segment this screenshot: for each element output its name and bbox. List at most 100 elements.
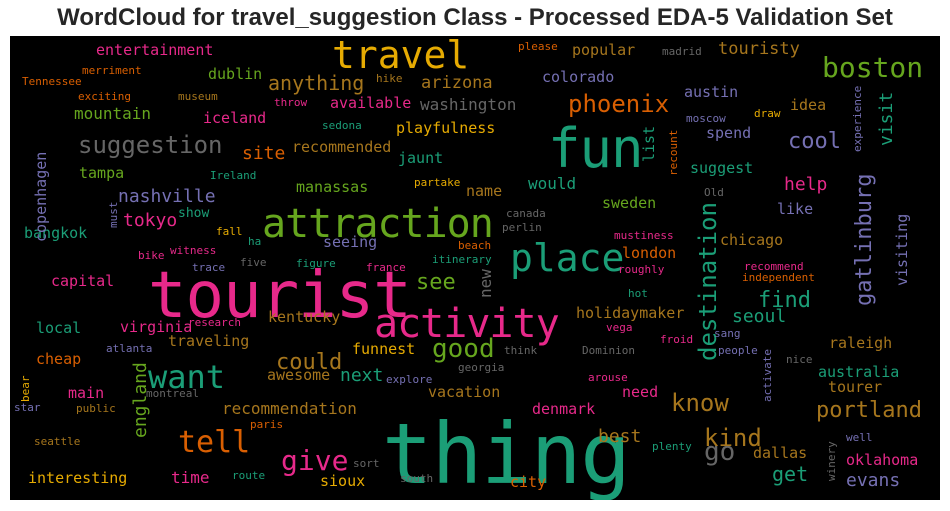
word-tourer: tourer (828, 378, 883, 396)
word-witness: witness (170, 244, 217, 257)
word-hike: hike (376, 72, 403, 85)
word-main: main (68, 384, 105, 402)
word-traveling: traveling (168, 332, 250, 350)
word-need: need (622, 383, 659, 401)
word-beach: beach (458, 239, 492, 252)
word-popular: popular (572, 41, 636, 59)
word-nashville: nashville (118, 186, 216, 207)
word-mountain: mountain (74, 104, 152, 123)
word-research: research (188, 316, 241, 329)
word-england: england (130, 362, 151, 438)
word-london: london (622, 244, 677, 262)
word-nice: nice (786, 353, 813, 366)
word-star: star (14, 401, 41, 414)
word-fall: fall (216, 225, 243, 238)
word-washington: washington (420, 95, 517, 114)
word-moscow: moscow (686, 112, 726, 125)
word-would: would (528, 174, 577, 193)
word-austin: austin (684, 83, 739, 101)
word-throw: throw (274, 96, 308, 109)
word-manassas: manassas (296, 178, 369, 196)
word-tampa: tampa (79, 164, 125, 182)
word-thing: thing (382, 405, 631, 500)
word-think: think (504, 344, 538, 357)
word-virginia: virginia (120, 318, 193, 336)
word-trace: trace (192, 261, 226, 274)
word-seattle: seattle (34, 435, 81, 448)
word-kentucky: kentucky (268, 308, 341, 326)
word-please: please (518, 40, 558, 53)
word-experience: experience (851, 85, 864, 152)
word-bangkok: bangkok (24, 224, 88, 242)
word-holidaymaker: holidaymaker (576, 304, 685, 322)
word-dallas: dallas (753, 444, 808, 462)
word-awesome: awesome (267, 366, 331, 384)
word-hot: hot (628, 287, 648, 300)
word-draw: draw (754, 107, 781, 120)
word-recommended: recommended (292, 138, 392, 156)
word-boston: boston (822, 51, 924, 84)
word-like: like (777, 200, 814, 218)
word-arizona: arizona (421, 73, 493, 93)
word-tourist: tourist (148, 259, 412, 333)
word-copenhagen: copenhagen (32, 151, 50, 242)
word-must: must (107, 201, 120, 229)
word-tennessee: Tennessee (22, 75, 82, 88)
word-available: available (330, 94, 412, 112)
word-sort: sort (353, 457, 380, 470)
word-could: could (276, 350, 343, 375)
word-well: well (846, 431, 873, 444)
word-new: new (476, 269, 495, 298)
word-funnest: funnest (352, 340, 416, 358)
word-want: want (148, 358, 226, 396)
word-portland: portland (816, 398, 922, 423)
word-plenty: plenty (652, 440, 692, 453)
word-next: next (340, 365, 384, 386)
word-australia: australia (818, 363, 900, 381)
word-gatlinburg: gatlinburg (852, 173, 877, 306)
word-tell: tell (178, 425, 251, 460)
word-capital: capital (51, 272, 115, 290)
word-public: public (76, 402, 116, 415)
word-place: place (510, 236, 625, 280)
word-seoul: seoul (732, 306, 787, 327)
word-sweden: sweden (602, 194, 657, 212)
word-cheap: cheap (36, 350, 82, 368)
word-cloud-panel: thing tourist attraction fun activity place tr… (10, 36, 940, 500)
word-dublin: dublin (208, 65, 263, 83)
word-travel: travel (332, 36, 470, 77)
word-dominion: Dominion (582, 344, 635, 357)
word-jaunt: jaunt (398, 149, 444, 167)
word-list: list (640, 125, 658, 162)
word-name: name (466, 182, 503, 200)
word-madrid: madrid (662, 45, 702, 58)
word-five: five (240, 256, 267, 269)
word-local: local (36, 319, 82, 337)
word-time: time (171, 468, 210, 487)
word-south: south (400, 472, 434, 485)
word-vega: vega (606, 321, 633, 334)
word-figure: figure (296, 257, 336, 270)
word-sioux: sioux (320, 472, 366, 490)
word-mustiness: mustiness (614, 229, 674, 242)
word-go: go (704, 437, 736, 467)
word-iceland: iceland (203, 109, 267, 127)
word-explore: explore (386, 373, 433, 386)
word-find: find (758, 288, 811, 313)
word-raleigh: raleigh (829, 334, 893, 352)
word-winery: winery (825, 441, 838, 481)
word-sang: sang (714, 327, 741, 340)
word-see: see (416, 270, 456, 295)
word-phoenix: phoenix (568, 90, 670, 118)
word-ireland: Ireland (210, 169, 257, 182)
word-vacation: vacation (428, 383, 501, 401)
word-atlanta: atlanta (106, 342, 153, 355)
word-interesting: interesting (28, 469, 128, 487)
word-anything: anything (268, 71, 365, 95)
word-site: site (242, 143, 286, 164)
word-recommend: recommend (744, 260, 804, 273)
word-montreal: montreal (146, 387, 199, 400)
word-perlin: perlin (502, 221, 542, 234)
word-visiting: visiting (893, 213, 911, 286)
word-tokyo: tokyo (123, 210, 178, 231)
